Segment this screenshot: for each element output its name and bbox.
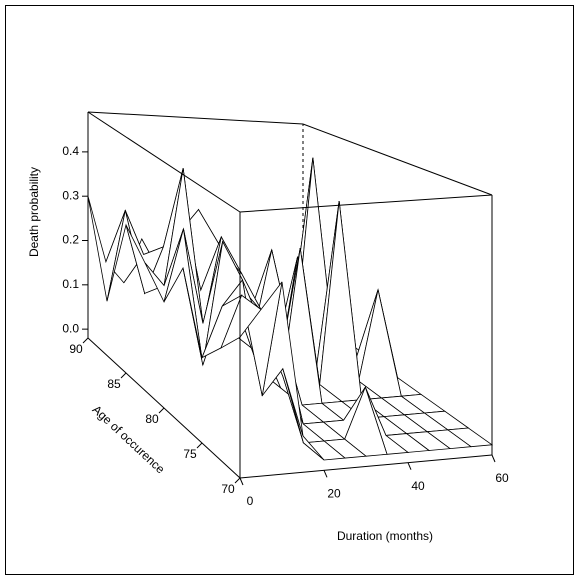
box-edge [239, 454, 493, 479]
x-tick [491, 454, 496, 463]
z-tick-label: 0.2 [62, 233, 79, 247]
y-tick [158, 407, 165, 414]
y-tick [120, 372, 127, 379]
surface [87, 157, 494, 461]
x-tick [239, 477, 244, 486]
z-tick-label: 0.3 [62, 188, 79, 202]
z-tick-label: 0.1 [62, 277, 79, 291]
x-tick [407, 462, 412, 470]
y-tick [82, 337, 89, 344]
y-tick-label: 70 [221, 482, 235, 496]
box-edge [302, 123, 493, 196]
x-tick [323, 470, 328, 478]
y-tick-label: 80 [145, 412, 159, 426]
y-tick-label: 90 [69, 342, 83, 356]
box-edge [239, 194, 493, 213]
x-tick-label: 60 [495, 471, 509, 485]
box-edge [87, 111, 241, 213]
z-axis-label: Death probability [27, 167, 41, 257]
box-edge [87, 111, 304, 125]
y-tick-label: 85 [107, 377, 121, 391]
y-tick-label: 75 [183, 447, 197, 461]
z-tick-label: 0.0 [62, 321, 79, 335]
box-front: 0.0 0.1 0.2 0.3 0.4 70 75 80 85 90 0 20 40 60 [62, 111, 509, 508]
x-tick-label: 20 [327, 487, 341, 501]
y-tick [196, 442, 203, 449]
y-tick [234, 477, 241, 484]
surface-facet [220, 294, 262, 349]
x-axis-label: Duration (months) [337, 529, 433, 543]
z-tick-label: 0.4 [62, 144, 79, 158]
x-tick-label: 0 [247, 494, 254, 508]
x-tick-label: 40 [411, 479, 425, 493]
